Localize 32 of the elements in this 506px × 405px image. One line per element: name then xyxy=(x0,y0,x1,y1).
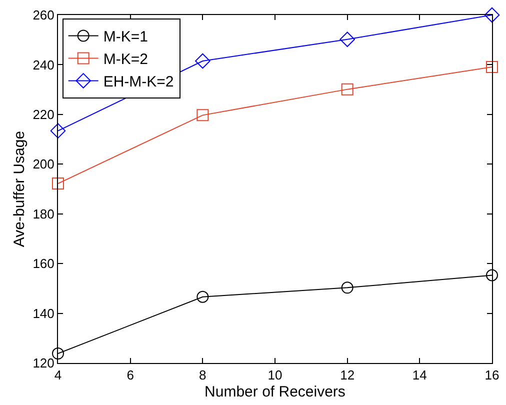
legend-label: M-K=1 xyxy=(103,28,148,46)
point xyxy=(340,32,355,48)
x-tick-label: 6 xyxy=(126,368,134,383)
point xyxy=(341,282,354,294)
y-tick-label: 220 xyxy=(32,106,54,122)
point xyxy=(50,123,66,138)
point xyxy=(486,269,498,282)
x-tick-label: 8 xyxy=(199,368,206,383)
x-tick-label: 4 xyxy=(54,368,62,383)
point xyxy=(195,53,210,69)
legend-label: EH-M-K=2 xyxy=(103,74,174,91)
legend-label: M-K=2 xyxy=(103,51,148,68)
x-tick-label: 10 xyxy=(268,368,282,383)
y-tick-label: 180 xyxy=(32,206,54,222)
x-tick-label: 16 xyxy=(484,368,500,383)
x-axis-title: Number of Receivers xyxy=(204,384,346,401)
point xyxy=(196,290,209,303)
point xyxy=(486,60,498,73)
y-tick-label: 240 xyxy=(32,57,54,72)
y-tick-label: 200 xyxy=(32,156,54,172)
x-tick-label: 14 xyxy=(412,368,427,383)
y-tick-label: 120 xyxy=(32,356,54,371)
y-tick-label: 160 xyxy=(32,256,54,272)
point xyxy=(341,83,354,96)
point xyxy=(52,348,64,360)
x-tick-label: 12 xyxy=(340,368,355,383)
point xyxy=(484,7,500,23)
point xyxy=(52,178,64,190)
y-tick-label: 140 xyxy=(32,306,54,321)
y-tick-label: 260 xyxy=(32,8,54,23)
y-axis-title: Ave-buffer Usage xyxy=(10,130,28,248)
point xyxy=(196,109,209,122)
